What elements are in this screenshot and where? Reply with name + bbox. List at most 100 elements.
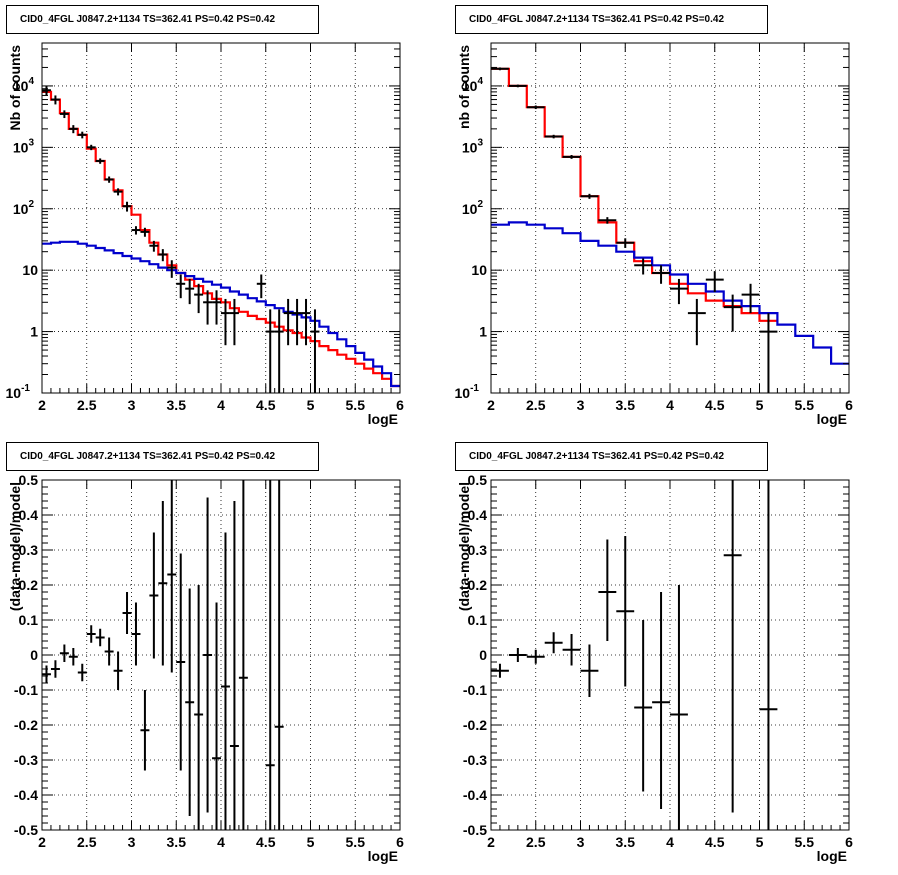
data-point	[256, 274, 266, 299]
y-tick-label: -0.4	[463, 787, 487, 803]
data-point	[131, 226, 141, 235]
chart-bottom-left: CID0_4FGL J0847.2+1134 TS=362.41 PS=0.42…	[6, 442, 404, 864]
series-background-line	[42, 240, 400, 388]
y-axis-label: nb of counts	[456, 45, 472, 129]
data-point	[616, 536, 635, 687]
x-tick-label: 4.5	[705, 834, 725, 850]
x-tick-label: 3	[128, 834, 136, 850]
y-tick-label: 0.5	[468, 472, 488, 488]
y-tick-label: 0.3	[468, 542, 488, 558]
data-point	[283, 298, 293, 346]
y-tick-label: 10	[22, 262, 38, 278]
y-tick-label: 10-1	[6, 383, 31, 401]
title-box	[6, 442, 319, 471]
x-tick-label: 6	[845, 397, 853, 413]
data-point	[508, 84, 527, 88]
data-point	[292, 298, 302, 346]
x-tick-label: 5	[307, 834, 315, 850]
y-tick-label: -0.5	[463, 822, 487, 838]
x-tick-label: 2.5	[77, 397, 97, 413]
data-point	[50, 95, 60, 105]
x-axis-label: logE	[817, 411, 847, 427]
data-point	[598, 217, 617, 224]
data-point	[212, 602, 221, 830]
chart-title: CID0_4FGL J0847.2+1134 TS=362.41 PS=0.42…	[469, 14, 724, 25]
y-tick-label: -0.3	[463, 752, 487, 768]
y-tick-label: -0.1	[14, 682, 38, 698]
y-tick-label: 0.1	[468, 612, 488, 628]
data-point	[203, 290, 213, 325]
data-point	[59, 110, 69, 119]
data-point	[68, 648, 78, 666]
y-axis-label: Nb of counts	[7, 45, 23, 131]
chart-title: CID0_4FGL J0847.2+1134 TS=362.41 PS=0.42…	[469, 451, 724, 462]
chart-top-right: CID0_4FGL J0847.2+1134 TS=362.41 PS=0.42…	[455, 5, 853, 427]
data-point	[670, 585, 688, 830]
data-point	[95, 158, 105, 164]
data-point	[634, 258, 653, 275]
data-point	[50, 660, 60, 678]
x-tick-label: 2	[38, 834, 46, 850]
title-box	[6, 5, 319, 34]
data-point	[274, 309, 284, 393]
data-point	[42, 85, 51, 96]
data-point	[185, 588, 195, 816]
x-tick-label: 6	[845, 834, 853, 850]
data-point	[616, 238, 635, 248]
data-point	[705, 271, 724, 293]
data-point	[310, 309, 320, 393]
x-tick-label: 3	[577, 834, 585, 850]
y-tick-label: 0.2	[19, 577, 39, 593]
data-point	[77, 663, 87, 682]
x-tick-label: 3	[128, 397, 136, 413]
data-point	[59, 644, 69, 662]
data-point	[526, 649, 545, 664]
data-point	[113, 651, 123, 690]
x-tick-label: 3.5	[616, 834, 636, 850]
x-tick-label: 5.5	[795, 397, 815, 413]
x-tick-label: 3	[577, 397, 585, 413]
x-tick-label: 2.5	[77, 834, 97, 850]
data-point	[562, 634, 581, 666]
data-point	[580, 644, 599, 697]
grid-lines	[490, 479, 850, 831]
x-tick-label: 6	[396, 834, 404, 850]
title-box	[455, 442, 768, 471]
series-background-line	[491, 221, 849, 365]
x-tick-label: 2	[487, 834, 495, 850]
x-tick-label: 4	[217, 834, 225, 850]
data-point	[140, 690, 150, 771]
x-tick-label: 5.5	[346, 397, 366, 413]
x-axis-label: logE	[368, 848, 398, 864]
data-point	[229, 298, 239, 346]
data-point	[122, 201, 132, 212]
data-point	[580, 193, 599, 199]
data-point	[212, 290, 221, 325]
data-point	[491, 67, 509, 71]
x-tick-label: 4	[666, 834, 674, 850]
data-point	[723, 480, 742, 813]
data-point	[670, 278, 688, 305]
y-tick-label: -0.1	[463, 682, 487, 698]
x-tick-label: 5	[756, 397, 764, 413]
y-tick-label: -0.4	[14, 787, 38, 803]
y-tick-label: 0.2	[468, 577, 488, 593]
chart-title: CID0_4FGL J0847.2+1134 TS=362.41 PS=0.42…	[20, 451, 275, 462]
y-axis-label: (data-model)/model	[7, 482, 23, 611]
y-tick-label: 104	[462, 76, 484, 94]
x-tick-label: 4	[217, 397, 225, 413]
y-tick-label: 10	[471, 262, 487, 278]
data-point	[149, 240, 159, 252]
data-point	[77, 131, 87, 139]
data-point	[194, 283, 204, 314]
y-tick-label: 0	[479, 647, 487, 663]
data-point	[185, 278, 195, 305]
data-point	[265, 480, 275, 830]
x-tick-label: 4.5	[256, 397, 276, 413]
chart-top-left: CID0_4FGL J0847.2+1134 TS=362.41 PS=0.42…	[6, 5, 404, 427]
grid-lines	[490, 43, 850, 394]
data-point	[544, 134, 563, 139]
y-tick-label: 0	[30, 647, 38, 663]
x-tick-label: 3.5	[167, 834, 187, 850]
y-tick-label: -0.5	[14, 822, 38, 838]
